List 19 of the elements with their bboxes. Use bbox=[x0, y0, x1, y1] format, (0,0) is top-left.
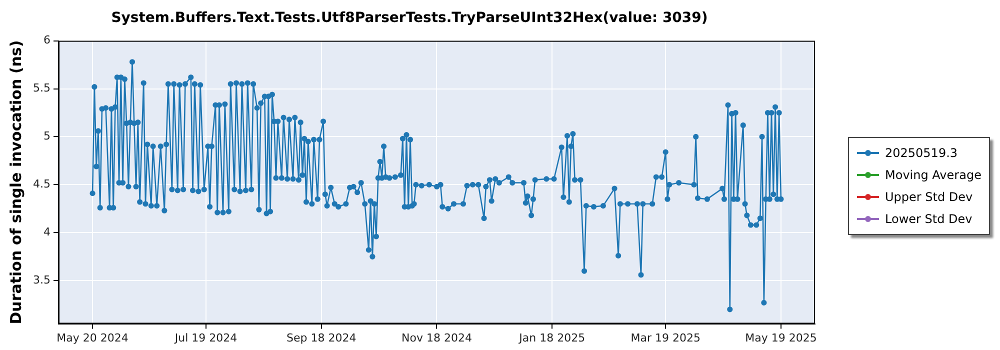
y-tick-label: 5.5 bbox=[32, 82, 50, 95]
legend-label: Lower Std Dev bbox=[885, 212, 972, 226]
chart-title: System.Buffers.Text.Tests.Utf8ParserTests.TryParseUInt32Hex(value: 3039) bbox=[111, 10, 708, 26]
y-tick-label: 4 bbox=[43, 226, 50, 239]
y-tick-label: 3.5 bbox=[32, 273, 50, 286]
x-tick-label: Mar 19 2025 bbox=[630, 331, 700, 344]
y-tick-label: 6 bbox=[43, 34, 50, 47]
y-axis-title: Duration of single invocation (ns) bbox=[6, 40, 25, 324]
x-tick-label: Jul 19 2024 bbox=[174, 331, 238, 344]
x-tick-label: Nov 18 2024 bbox=[402, 331, 472, 344]
x-tick-label: Sep 18 2024 bbox=[286, 331, 356, 344]
legend-label: Moving Average bbox=[885, 168, 982, 182]
legend-label: Upper Std Dev bbox=[885, 190, 973, 204]
legend-label: 20250519.3 bbox=[885, 146, 958, 160]
x-tick-label: Jan 18 2025 bbox=[518, 331, 586, 344]
x-tick-label: May 19 2025 bbox=[745, 331, 817, 344]
x-tick-label: May 20 2024 bbox=[56, 331, 128, 344]
y-tick-label: 4.5 bbox=[32, 178, 50, 191]
y-tick-label: 5 bbox=[43, 130, 50, 143]
